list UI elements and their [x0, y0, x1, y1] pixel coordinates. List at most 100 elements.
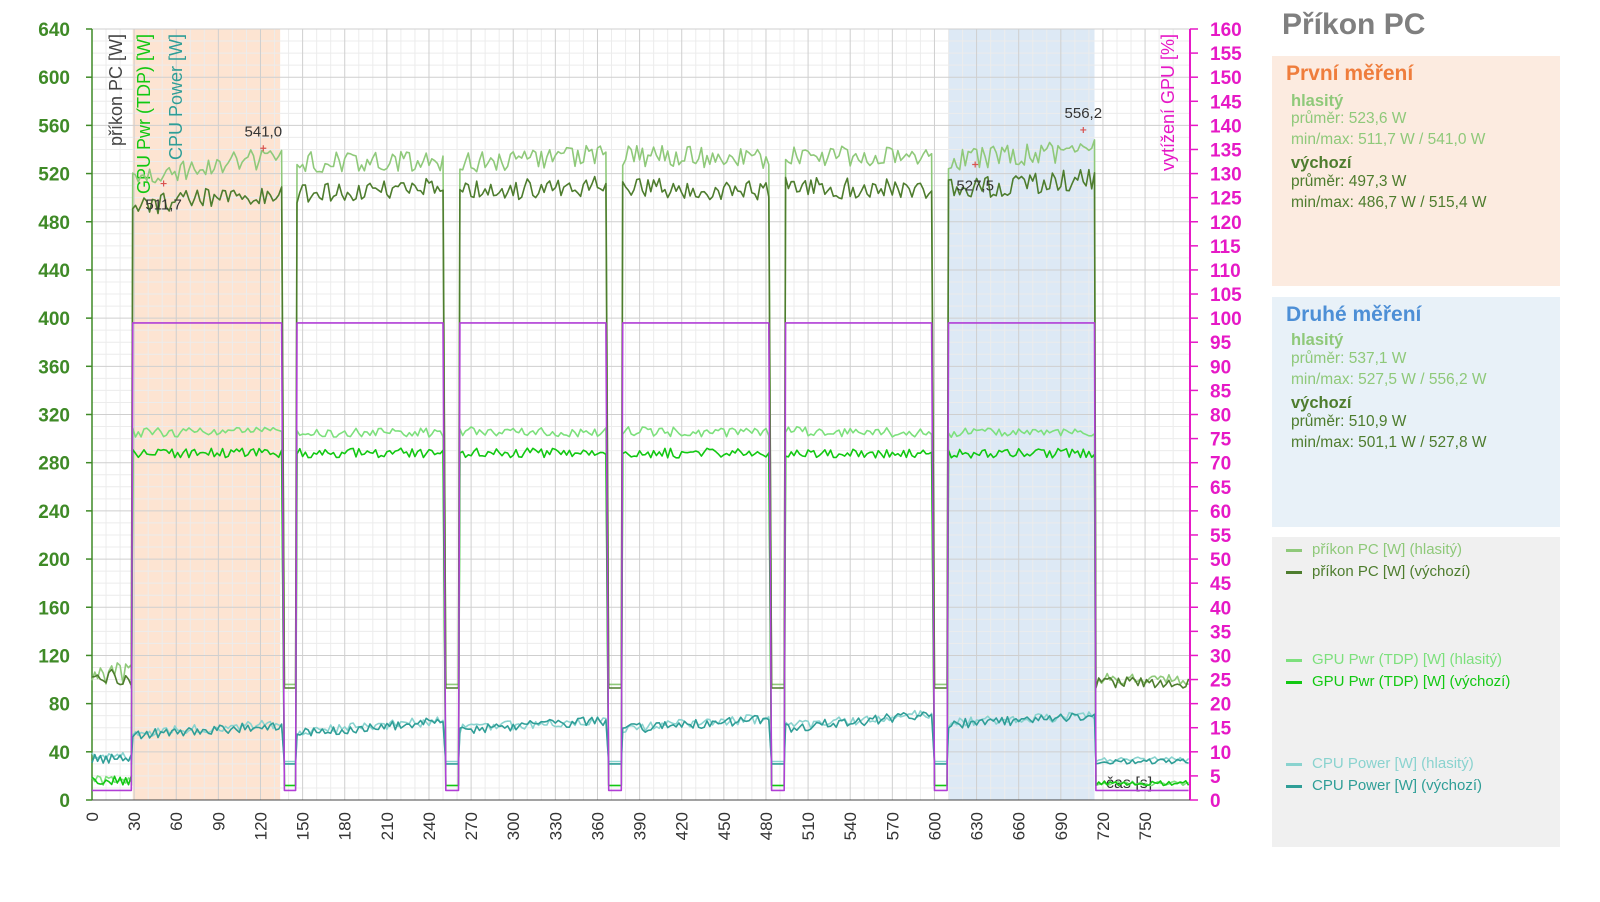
x-tick-label: 360: [588, 812, 607, 840]
y2-tick-label: 75: [1210, 430, 1232, 451]
y2-tick-label: 110: [1210, 261, 1241, 282]
x-tick-label: 570: [883, 812, 902, 840]
annotation-label: 556,2: [1065, 105, 1103, 122]
legend-swatch: [1286, 785, 1302, 788]
x-tick-label: 390: [631, 812, 650, 840]
annotation-marker: [260, 145, 267, 152]
x-tick-label: 270: [462, 812, 481, 840]
second-measurement-heading: Druhé měření: [1286, 303, 1422, 326]
y-tick-label: 560: [38, 116, 70, 137]
x-tick-label: 630: [968, 812, 987, 840]
y2-tick-label: 125: [1210, 189, 1242, 210]
y2-axis-title: vytížení GPU [%]: [1158, 34, 1178, 171]
x-tick-label: 210: [378, 812, 397, 840]
series-line-pc_default: [91, 168, 1190, 689]
y-tick-label: 120: [38, 646, 70, 667]
y-tick-label: 520: [38, 165, 70, 186]
y-tick-label: 240: [38, 502, 70, 523]
legend-swatch: [1286, 659, 1302, 662]
y2-tick-label: 70: [1210, 454, 1231, 475]
second-loud-avg: průměr: 537,1 W: [1291, 350, 1407, 367]
y2-tick-label: 90: [1210, 357, 1231, 378]
x-tick-label: 750: [1136, 812, 1155, 840]
y2-tick-label: 120: [1210, 213, 1242, 234]
second-measurement-box: Druhé měření hlasitý průměr: 537,1 W min…: [1272, 297, 1560, 527]
y2-tick-label: 65: [1210, 478, 1232, 499]
x-tick-label: 240: [420, 812, 439, 840]
y-tick-label: 640: [38, 20, 70, 41]
y2-tick-label: 150: [1210, 68, 1242, 89]
panel-title: Příkon PC: [1282, 8, 1426, 41]
legend-label: příkon PC [W] (hlasitý): [1312, 541, 1463, 558]
y2-tick-label: 5: [1210, 767, 1221, 788]
x-tick-label: 480: [757, 812, 776, 840]
first-default-minmax: min/max: 486,7 W / 515,4 W: [1291, 194, 1487, 211]
y2-tick-label: 15: [1210, 719, 1232, 740]
y2-tick-label: 85: [1210, 381, 1232, 402]
y2-tick-label: 155: [1210, 44, 1242, 65]
y2-tick-label: 60: [1210, 502, 1231, 523]
y2-tick-label: 10: [1210, 743, 1231, 764]
y2-tick-label: 105: [1210, 285, 1242, 306]
first-measurement-box: První měření hlasitý průměr: 523,6 W min…: [1272, 56, 1560, 286]
y2-tick-label: 100: [1210, 309, 1242, 330]
legend-box: příkon PC [W] (hlasitý) příkon PC [W] (v…: [1272, 537, 1560, 847]
first-loud-avg: průměr: 523,6 W: [1291, 110, 1407, 127]
x-tick-label: 510: [799, 812, 818, 840]
series-line-gpu_load: [92, 322, 1189, 792]
legend-label: CPU Power [W] (výchozí): [1312, 777, 1483, 794]
y-tick-label: 80: [49, 695, 70, 716]
y2-tick-label: 95: [1210, 333, 1232, 354]
series-line-gpu_loud: [91, 425, 1189, 787]
y2-tick-label: 130: [1210, 165, 1242, 186]
y-axis-title-0: příkon PC [W]: [106, 34, 126, 146]
legend-label: příkon PC [W] (výchozí): [1312, 563, 1471, 580]
x-tick-label: 690: [1052, 812, 1071, 840]
legend-label: GPU Pwr (TDP) [W] (hlasitý): [1312, 651, 1502, 668]
first-default-label: výchozí: [1291, 154, 1352, 172]
annotation-label: 511,7: [145, 197, 181, 214]
y2-tick-label: 40: [1210, 598, 1231, 619]
y-tick-label: 480: [38, 213, 70, 234]
y2-tick-label: 25: [1210, 671, 1232, 692]
y2-tick-label: 55: [1210, 526, 1232, 547]
second-default-label: výchozí: [1291, 394, 1352, 412]
y-tick-label: 0: [59, 791, 70, 812]
legend-swatch: [1286, 763, 1302, 766]
x-tick-label: 30: [125, 812, 144, 831]
y-tick-label: 40: [49, 743, 70, 764]
y2-tick-label: 115: [1210, 237, 1241, 258]
y2-tick-label: 20: [1210, 695, 1231, 716]
y2-tick-label: 160: [1210, 20, 1242, 41]
annotation-marker: [160, 180, 167, 187]
y2-tick-label: 135: [1210, 140, 1242, 161]
legend-swatch: [1286, 549, 1302, 552]
y2-tick-label: 35: [1210, 622, 1232, 643]
first-loud-minmax: min/max: 511,7 W / 541,0 W: [1291, 131, 1486, 148]
y-tick-label: 440: [38, 261, 70, 282]
x-tick-label: 540: [841, 812, 860, 840]
second-loud-minmax: min/max: 527,5 W / 556,2 W: [1291, 371, 1487, 388]
y-tick-label: 160: [38, 598, 70, 619]
first-measurement-heading: První měření: [1286, 62, 1414, 85]
annotation-label: 541,0: [245, 123, 283, 140]
y2-tick-label: 45: [1210, 574, 1232, 595]
series-line-cpu_default: [91, 711, 1189, 765]
y-tick-label: 360: [38, 357, 70, 378]
series-line-pc_loud: [91, 139, 1189, 686]
y-tick-label: 280: [38, 454, 70, 475]
second-default-avg: průměr: 510,9 W: [1291, 413, 1407, 430]
x-tick-label: 330: [546, 812, 565, 840]
annotation-marker: [972, 161, 979, 168]
x-tick-label: 660: [1010, 812, 1029, 840]
x-tick-label: 420: [673, 812, 692, 840]
y2-tick-label: 145: [1210, 92, 1242, 113]
y-tick-label: 600: [38, 68, 70, 89]
y-tick-label: 400: [38, 309, 70, 330]
y2-tick-label: 80: [1210, 406, 1231, 427]
first-loud-label: hlasitý: [1291, 92, 1344, 110]
x-tick-label: 120: [251, 812, 270, 840]
x-tick-label: 300: [504, 812, 523, 840]
y-axis-title-1: GPU Pwr (TDP) [W]: [134, 34, 154, 194]
legend-swatch: [1286, 681, 1302, 684]
